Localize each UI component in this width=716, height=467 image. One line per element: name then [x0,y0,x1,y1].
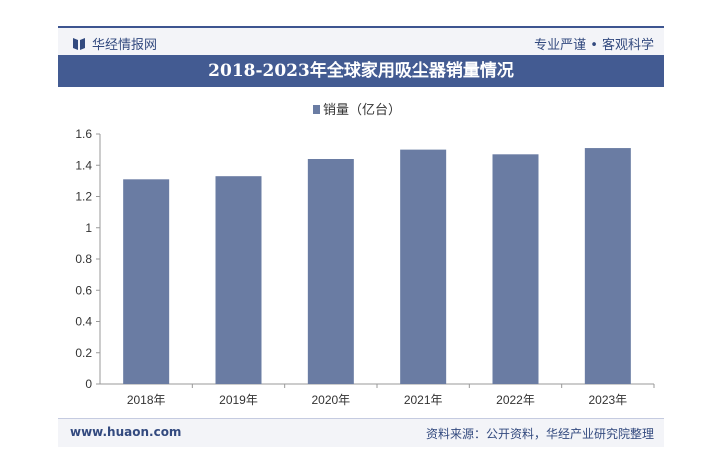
y-tick-label: 1.2 [75,190,92,204]
brand: 华经情报网 [72,34,157,53]
bar-2018年 [123,179,170,384]
y-tick-label: 0.2 [75,346,92,360]
brand-name: 华经情报网 [92,38,158,53]
bar-2020年 [307,159,354,384]
top-divider [58,26,664,28]
website-link[interactable]: www.huaon.com [70,425,182,439]
y-tick-label: 1.4 [75,158,92,172]
x-tick-label: 2023年 [588,393,627,407]
bar-2019年 [215,176,262,384]
y-tick-label: 0.4 [75,315,92,329]
bar-2021年 [400,149,447,384]
book-logo-icon [73,37,85,50]
y-tick-label: 0.6 [75,283,92,297]
x-tick-label: 2018年 [127,393,166,407]
y-tick-label: 0.8 [75,252,92,266]
bar-2023年 [584,148,631,384]
x-tick-label: 2020年 [311,393,350,407]
slogan: 专业严谨 • 客观科学 [534,38,654,53]
y-tick-label: 0 [85,377,92,391]
chart-frame: 华经情报网 专业严谨 • 客观科学 2018-2023年全球家用吸尘器销量情况 … [58,26,664,447]
chart-title: 2018-2023年全球家用吸尘器销量情况 [58,55,664,87]
x-tick-label: 2022年 [496,393,535,407]
header: 华经情报网 专业严谨 • 客观科学 [58,28,664,55]
legend-label: 销量（亿台） [323,103,401,118]
legend-swatch [313,105,320,114]
footer: www.huaon.com 资料来源：公开资料，华经产业研究院整理 [58,418,664,447]
x-tick-label: 2019年 [219,393,258,407]
y-tick-label: 1.6 [75,127,92,141]
y-tick-label: 1 [85,221,92,235]
bar-2022年 [492,154,539,384]
source-note: 资料来源：公开资料，华经产业研究院整理 [425,427,654,441]
x-tick-label: 2021年 [404,393,443,407]
